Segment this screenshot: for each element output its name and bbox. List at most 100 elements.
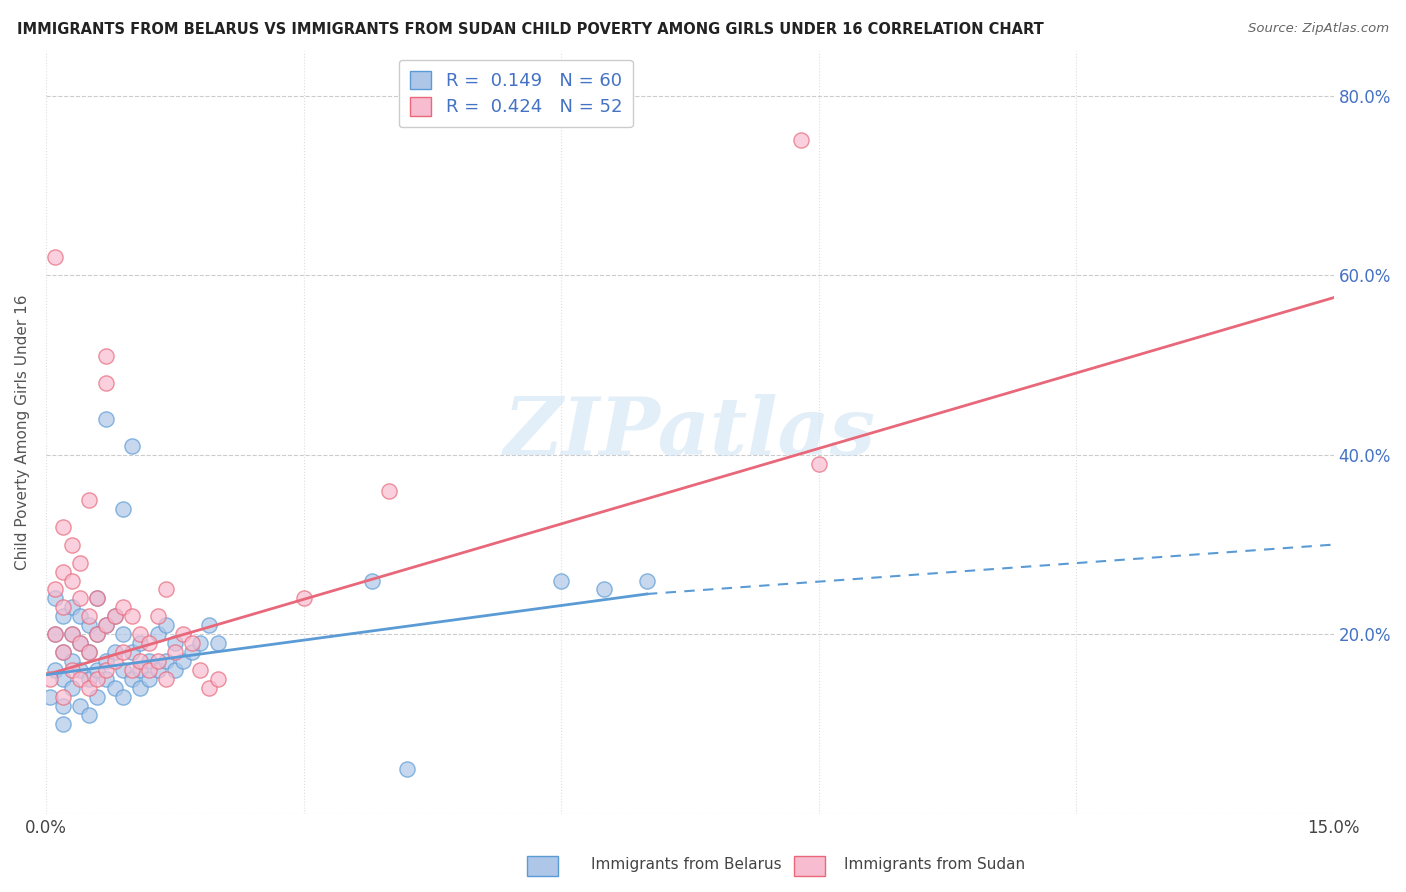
Point bbox=[198, 681, 221, 696]
Point bbox=[86, 627, 108, 641]
Point bbox=[155, 654, 177, 668]
Point bbox=[94, 663, 117, 677]
Point bbox=[94, 673, 117, 687]
Point bbox=[155, 618, 177, 632]
Point bbox=[94, 654, 117, 668]
Legend: R =  0.149   N = 60, R =  0.424   N = 52: R = 0.149 N = 60, R = 0.424 N = 52 bbox=[399, 60, 633, 128]
Point bbox=[361, 574, 384, 588]
Text: Immigrants from Sudan: Immigrants from Sudan bbox=[844, 857, 1025, 872]
Point bbox=[60, 627, 83, 641]
Point bbox=[69, 556, 91, 570]
Point bbox=[155, 673, 177, 687]
Point bbox=[593, 582, 616, 597]
Point bbox=[60, 654, 83, 668]
Point bbox=[198, 618, 221, 632]
Point bbox=[86, 663, 108, 677]
Point bbox=[86, 627, 108, 641]
Point bbox=[44, 627, 66, 641]
Point bbox=[138, 636, 160, 650]
Point bbox=[104, 609, 127, 624]
Point bbox=[207, 636, 229, 650]
Point bbox=[112, 645, 135, 659]
Point bbox=[129, 654, 152, 668]
Point bbox=[94, 376, 117, 390]
Point bbox=[77, 645, 100, 659]
Point bbox=[146, 627, 169, 641]
Point bbox=[146, 609, 169, 624]
Point bbox=[550, 574, 572, 588]
Point bbox=[112, 627, 135, 641]
Point bbox=[52, 609, 75, 624]
Point bbox=[129, 627, 152, 641]
Point bbox=[146, 654, 169, 668]
Point bbox=[69, 699, 91, 714]
Point bbox=[69, 609, 91, 624]
Point bbox=[77, 618, 100, 632]
Point bbox=[292, 591, 315, 606]
Point bbox=[60, 681, 83, 696]
Point bbox=[190, 636, 212, 650]
Point bbox=[44, 627, 66, 641]
Point bbox=[94, 349, 117, 363]
Point bbox=[69, 591, 91, 606]
Point bbox=[60, 627, 83, 641]
Point bbox=[77, 645, 100, 659]
Point bbox=[52, 690, 75, 705]
Point bbox=[52, 673, 75, 687]
Point bbox=[69, 636, 91, 650]
Point bbox=[129, 663, 152, 677]
Point bbox=[94, 618, 117, 632]
Point bbox=[138, 654, 160, 668]
Point bbox=[94, 618, 117, 632]
Point bbox=[86, 591, 108, 606]
Point bbox=[112, 690, 135, 705]
Point bbox=[129, 636, 152, 650]
Text: Immigrants from Belarus: Immigrants from Belarus bbox=[591, 857, 782, 872]
Point bbox=[77, 673, 100, 687]
Point bbox=[378, 483, 401, 498]
Point bbox=[52, 565, 75, 579]
Point bbox=[77, 609, 100, 624]
Point bbox=[112, 600, 135, 615]
Point bbox=[52, 717, 75, 731]
Y-axis label: Child Poverty Among Girls Under 16: Child Poverty Among Girls Under 16 bbox=[15, 294, 30, 570]
Point bbox=[138, 673, 160, 687]
Point bbox=[121, 645, 143, 659]
Point bbox=[52, 699, 75, 714]
Point bbox=[52, 645, 75, 659]
Point bbox=[163, 636, 186, 650]
Point bbox=[94, 412, 117, 426]
Point bbox=[807, 457, 830, 471]
Point bbox=[39, 690, 62, 705]
Point bbox=[104, 681, 127, 696]
Point bbox=[52, 600, 75, 615]
Point bbox=[163, 663, 186, 677]
Point bbox=[636, 574, 658, 588]
Point bbox=[60, 538, 83, 552]
Point bbox=[60, 663, 83, 677]
Point bbox=[129, 681, 152, 696]
Point bbox=[138, 663, 160, 677]
Point bbox=[77, 492, 100, 507]
Point bbox=[180, 645, 202, 659]
Point bbox=[52, 519, 75, 533]
Point bbox=[86, 673, 108, 687]
Point bbox=[155, 582, 177, 597]
Point bbox=[112, 501, 135, 516]
Point bbox=[180, 636, 202, 650]
Point bbox=[86, 690, 108, 705]
Point bbox=[44, 663, 66, 677]
Text: Source: ZipAtlas.com: Source: ZipAtlas.com bbox=[1249, 22, 1389, 36]
Point bbox=[121, 663, 143, 677]
Point bbox=[44, 250, 66, 264]
Point bbox=[163, 645, 186, 659]
Point bbox=[172, 654, 194, 668]
Point bbox=[207, 673, 229, 687]
Point bbox=[69, 636, 91, 650]
Point bbox=[112, 663, 135, 677]
Point bbox=[44, 582, 66, 597]
Point bbox=[60, 574, 83, 588]
Point bbox=[52, 645, 75, 659]
Point bbox=[77, 681, 100, 696]
Point bbox=[104, 654, 127, 668]
